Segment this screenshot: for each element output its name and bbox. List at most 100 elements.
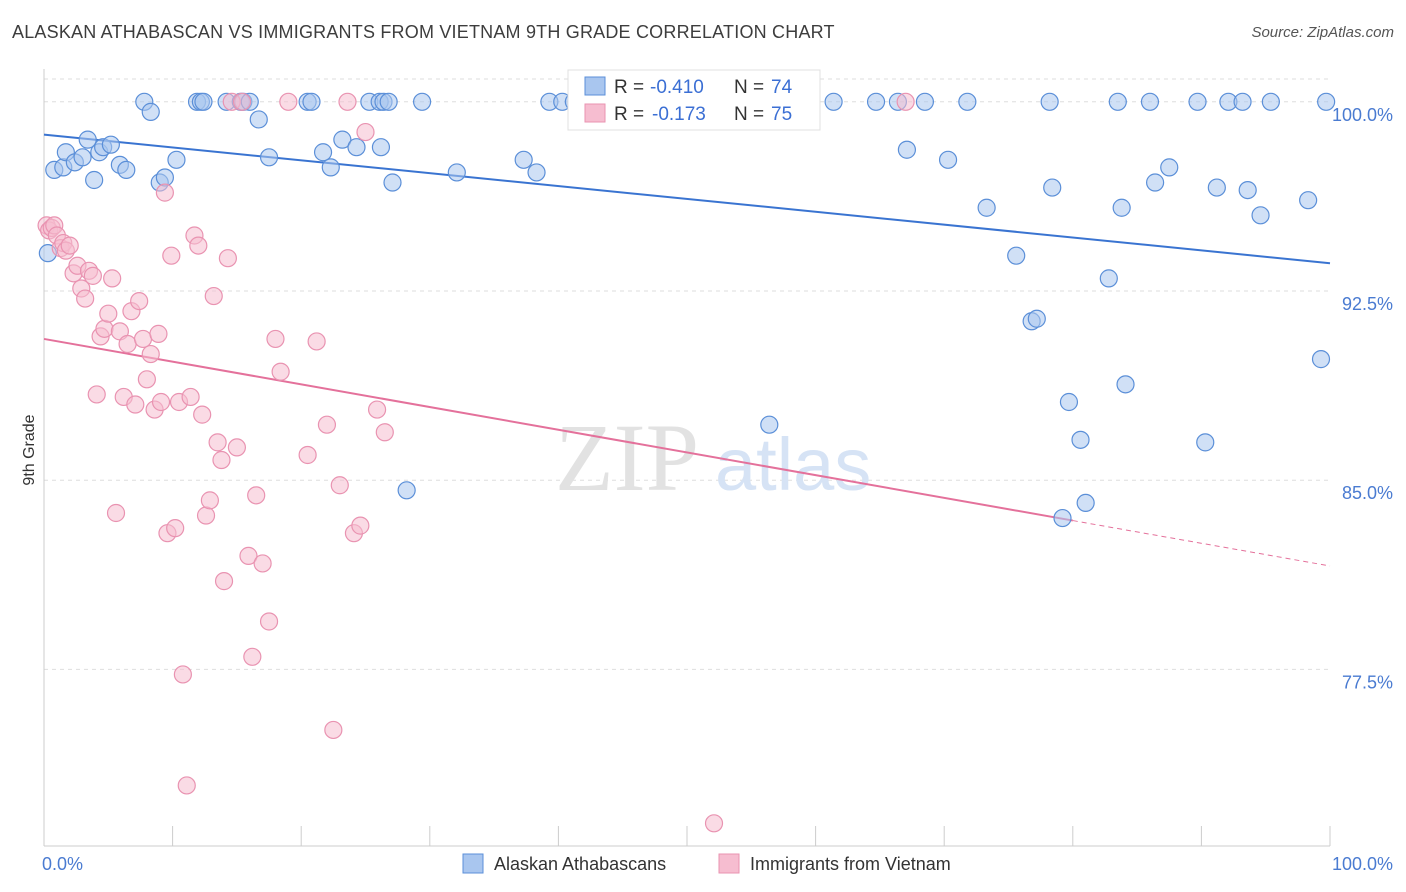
point-blue-66 [1140, 92, 1160, 111]
point-pink-47 [208, 433, 227, 452]
trend-line-blue [43, 133, 1331, 265]
point-blue-28 [302, 92, 321, 111]
point-blue-87 [1027, 309, 1046, 328]
point-pink-27 [133, 329, 153, 349]
point-blue-57 [897, 140, 917, 159]
point-pink-71 [367, 400, 387, 419]
point-blue-12 [117, 160, 136, 180]
point-pink-59 [266, 329, 285, 349]
x-tick-label-0: 0.0% [42, 854, 83, 874]
stats-n-label-1: N = [734, 77, 764, 98]
point-pink-20 [106, 503, 126, 523]
y-tick-labels: 77.5% 85.0% 92.5% 100.0% [1332, 105, 1393, 693]
point-blue-75 [1251, 206, 1270, 225]
point-pink-14 [83, 266, 102, 285]
point-pink-33 [155, 183, 174, 202]
watermark-atlas: atlas [715, 423, 871, 506]
point-pink-64 [317, 415, 337, 434]
point-pink-23 [118, 334, 137, 354]
point-blue-68 [1160, 158, 1179, 177]
stats-n-value-2: 75 [771, 104, 792, 125]
point-pink-53 [232, 92, 252, 111]
y-tick-label-1: 85.0% [1342, 483, 1393, 503]
point-blue-64 [1112, 198, 1131, 217]
axes [43, 69, 1331, 847]
stats-swatch-pink [584, 103, 606, 123]
point-pink-29 [141, 344, 160, 364]
point-pink-57 [253, 554, 272, 573]
point-blue-35 [371, 138, 391, 157]
point-blue-77 [1299, 191, 1318, 210]
point-pink-43 [193, 405, 212, 424]
point-blue-65 [1116, 375, 1135, 394]
point-pink-26 [130, 291, 149, 311]
point-pink-70 [356, 122, 375, 142]
y-axis-title: 9th Grade [21, 414, 38, 485]
point-blue-63 [1108, 92, 1127, 111]
point-pink-56 [247, 486, 266, 505]
point-pink-63 [307, 332, 326, 351]
stats-n-label-2: N = [734, 104, 764, 125]
point-pink-17 [95, 319, 114, 338]
y-tick-label-3: 100.0% [1332, 105, 1393, 125]
point-blue-67 [1146, 173, 1165, 192]
y-tick-label-2: 92.5% [1342, 294, 1393, 314]
point-pink-19 [103, 269, 122, 288]
point-blue-17 [167, 150, 186, 169]
point-pink-60 [271, 362, 290, 381]
point-blue-73 [1233, 92, 1252, 111]
point-blue-62 [1099, 269, 1118, 288]
point-blue-59 [958, 92, 977, 111]
legend-label-blue: Alaskan Athabascans [494, 854, 666, 874]
point-blue-40 [412, 92, 432, 111]
point-pink-49 [214, 572, 234, 591]
point-pink-18 [99, 304, 118, 323]
trend-lines [43, 133, 1331, 567]
source-label: Source: ZipAtlas.com [1251, 24, 1394, 41]
point-blue-7 [85, 170, 104, 190]
point-blue-41 [447, 163, 466, 182]
point-blue-76 [1261, 92, 1280, 111]
point-blue-80 [866, 92, 886, 111]
point-pink-45 [200, 491, 219, 510]
point-blue-71 [1207, 178, 1226, 197]
point-pink-52 [227, 438, 246, 457]
point-pink-40 [181, 387, 200, 407]
point-blue-81 [938, 150, 958, 169]
point-blue-10 [101, 135, 120, 154]
point-pink-32 [151, 392, 171, 412]
point-pink-66 [330, 476, 349, 495]
legend-label-pink: Immigrants from Vietnam [750, 854, 951, 874]
stats-legend-box: R = -0.410 N = 74 R = -0.173 N = 75 [567, 69, 821, 131]
point-pink-54 [239, 546, 258, 565]
point-pink-73 [704, 814, 724, 833]
point-blue-69 [1188, 92, 1207, 111]
stats-r-value-1: -0.410 [650, 77, 704, 98]
point-blue-60 [1040, 92, 1059, 111]
point-blue-5 [73, 148, 92, 167]
bottom-legend: Alaskan Athabascans Immigrants from Viet… [462, 853, 951, 874]
x-tick-labels: 0.0% 100.0% [42, 854, 1393, 874]
point-pink-67 [338, 92, 357, 111]
grid-lines [44, 78, 1330, 670]
point-pink-55 [243, 647, 262, 666]
point-blue-74 [1238, 180, 1257, 200]
point-pink-46 [204, 286, 223, 306]
stats-r-value-2: -0.173 [652, 104, 706, 125]
point-pink-48 [212, 450, 231, 470]
point-blue-14 [141, 102, 160, 121]
point-pink-72 [375, 423, 394, 442]
legend-swatch-blue [462, 853, 484, 874]
point-pink-31 [149, 324, 168, 343]
stats-r-label-2: R = [614, 104, 644, 125]
point-blue-25 [249, 110, 268, 129]
legend-swatch-pink [718, 853, 740, 874]
point-blue-61 [1043, 178, 1062, 197]
point-pink-58 [259, 612, 279, 631]
point-blue-53 [760, 415, 779, 434]
point-blue-20 [194, 92, 213, 111]
y-tick-label-0: 77.5% [1342, 672, 1393, 692]
stats-n-value-1: 74 [771, 77, 793, 98]
point-blue-58 [915, 92, 935, 111]
point-blue-42 [514, 150, 533, 169]
